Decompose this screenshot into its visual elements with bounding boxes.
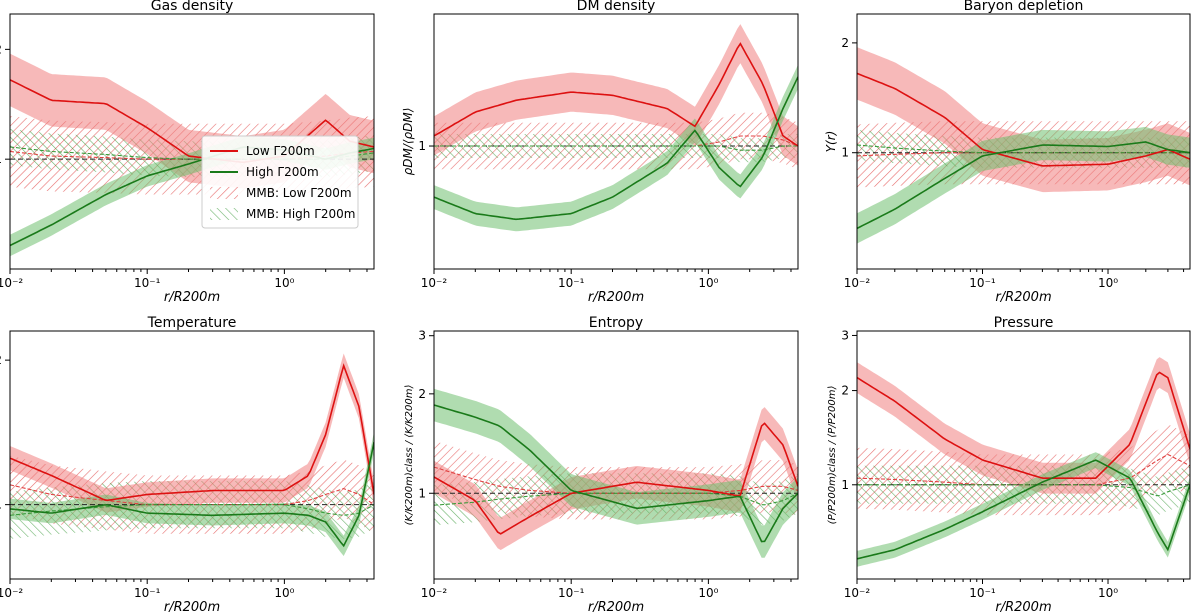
high-band xyxy=(434,388,798,558)
high-line xyxy=(857,141,1190,230)
axes-frame xyxy=(856,330,1191,580)
y-tick-label: 1 xyxy=(0,498,2,512)
x-tick-label: 10⁰ xyxy=(698,276,718,290)
legend-label-mmb_low: MMB: Low Γ200m xyxy=(246,186,352,200)
high-band xyxy=(10,431,374,556)
plot-area xyxy=(10,353,374,556)
x-tick-label: 10⁰ xyxy=(698,586,718,600)
x-tick-label: 10⁻² xyxy=(0,586,23,600)
low-band xyxy=(434,407,798,550)
x-tick-label: 10⁰ xyxy=(274,586,294,600)
y-tick-label: 1 xyxy=(0,152,2,166)
panel-5: 10⁻² 10⁻¹ 10⁰ 1 2 3 Entropy r/R200m (K/K200m)cla… xyxy=(404,315,799,614)
chart-title: Pressure xyxy=(994,315,1054,331)
chart-title: DM density xyxy=(577,0,656,14)
low-line xyxy=(10,363,374,502)
legend-box xyxy=(201,135,359,229)
chart-title: Gas density xyxy=(151,0,234,14)
mmb-high-line xyxy=(434,145,798,151)
mmb-high-line xyxy=(857,484,1190,497)
y-axis-label: ρDM/⟨ρDM⟩ xyxy=(401,108,415,176)
low-line xyxy=(857,72,1190,167)
high-line xyxy=(10,441,374,548)
plot-area xyxy=(434,24,798,232)
axes-frame xyxy=(9,13,375,270)
x-axis-label: r/R200m xyxy=(588,290,644,305)
high-line xyxy=(434,76,798,221)
legend-label-low: Low Γ200m xyxy=(246,144,315,158)
x-tick-label: 10⁻¹ xyxy=(134,586,161,600)
x-tick-label: 10⁻¹ xyxy=(558,276,585,290)
legend-label-high: High Γ200m xyxy=(246,165,319,179)
mmb-high-line xyxy=(857,144,1190,154)
mmb-low-line xyxy=(434,466,798,494)
y-tick-label: 2 xyxy=(0,42,2,56)
mmb-low-line xyxy=(857,453,1190,486)
low-line xyxy=(434,42,798,147)
x-tick-label: 10⁻¹ xyxy=(558,586,585,600)
chart-title: Temperature xyxy=(147,315,237,331)
y-tick-label: 1 xyxy=(418,486,426,500)
x-tick-label: 10⁰ xyxy=(1098,586,1118,600)
y-axis-label: Υ(r) xyxy=(824,131,838,153)
y-axis-label: (K/K200m)class / ⟨K/K200m⟩ xyxy=(404,385,415,526)
low-band xyxy=(434,24,798,166)
low-band xyxy=(10,353,374,513)
y-tick-label: 2 xyxy=(841,384,849,398)
low-line xyxy=(857,371,1190,479)
x-axis-label: r/R200m xyxy=(164,600,220,614)
x-tick-label: 10⁻² xyxy=(844,586,871,600)
low-line xyxy=(10,79,374,164)
y-tick-label: 3 xyxy=(418,329,426,343)
panel-6: 10⁻² 10⁻¹ 10⁰ 1 2 3 Pressure r/R200m (P/P200m)cl… xyxy=(827,315,1191,614)
axes-frame xyxy=(856,13,1191,270)
x-tick-label: 10⁻² xyxy=(844,276,871,290)
x-tick-label: 10⁻² xyxy=(0,276,23,290)
x-axis-label: r/R200m xyxy=(995,600,1051,614)
x-tick-label: 10⁻² xyxy=(421,276,448,290)
high-band xyxy=(857,452,1190,567)
plot-area xyxy=(857,47,1190,244)
panel-4: 10⁻²10⁻¹10⁰12Temperaturer/R200m(T/T200m)… xyxy=(0,315,375,614)
x-tick-label: 10⁻¹ xyxy=(134,276,161,290)
plot-area xyxy=(857,357,1190,567)
x-tick-label: 10⁻¹ xyxy=(969,276,996,290)
x-axis-label: r/R200m xyxy=(588,600,644,614)
axes-frame xyxy=(433,13,799,270)
plot-area xyxy=(434,388,798,558)
panel-2: 10⁻² 10⁻¹ 10⁰ 1 DM density r/R200m ρDM/⟨ρDM⟩ xyxy=(401,0,799,305)
legend-swatch-mmb_low xyxy=(210,187,238,199)
y-tick-label: 2 xyxy=(0,353,2,367)
y-axis-label: (P/P200m)class / ⟨P/P200m⟩ xyxy=(827,386,838,525)
x-tick-label: 10⁻² xyxy=(421,586,448,600)
y-tick-label: 1 xyxy=(841,478,849,492)
y-tick-label: 3 xyxy=(841,328,849,342)
y-tick-label: 2 xyxy=(841,36,849,50)
chart-title: Baryon depletion xyxy=(964,0,1084,14)
mmb-high-band xyxy=(434,134,798,163)
axes-frame xyxy=(9,330,375,580)
y-tick-label: 1 xyxy=(418,139,426,153)
panel-3: 10⁻² 10⁻¹ 10⁰ 1 2 Baryon depletion r/R200m Υ(r) xyxy=(824,0,1191,305)
x-tick-label: 10⁻¹ xyxy=(969,586,996,600)
axes-frame xyxy=(433,330,799,580)
legend-swatch-mmb_high xyxy=(210,208,238,220)
legend: Low Γ200m High Γ200m MMB: Low Γ200m MMB: Hi… xyxy=(201,135,359,229)
high-line xyxy=(857,459,1190,560)
legend-label-mmb_high: MMB: High Γ200m xyxy=(246,207,355,221)
high-band xyxy=(434,64,798,232)
y-tick-label: 1 xyxy=(841,146,849,160)
chart-title: Entropy xyxy=(589,315,643,331)
x-tick-label: 10⁰ xyxy=(274,276,294,290)
x-tick-label: 10⁰ xyxy=(1098,276,1118,290)
y-tick-label: 2 xyxy=(418,387,426,401)
x-axis-label: r/R200m xyxy=(164,290,220,305)
high-band xyxy=(857,126,1190,244)
x-axis-label: r/R200m xyxy=(995,290,1051,305)
high-line xyxy=(434,404,798,543)
